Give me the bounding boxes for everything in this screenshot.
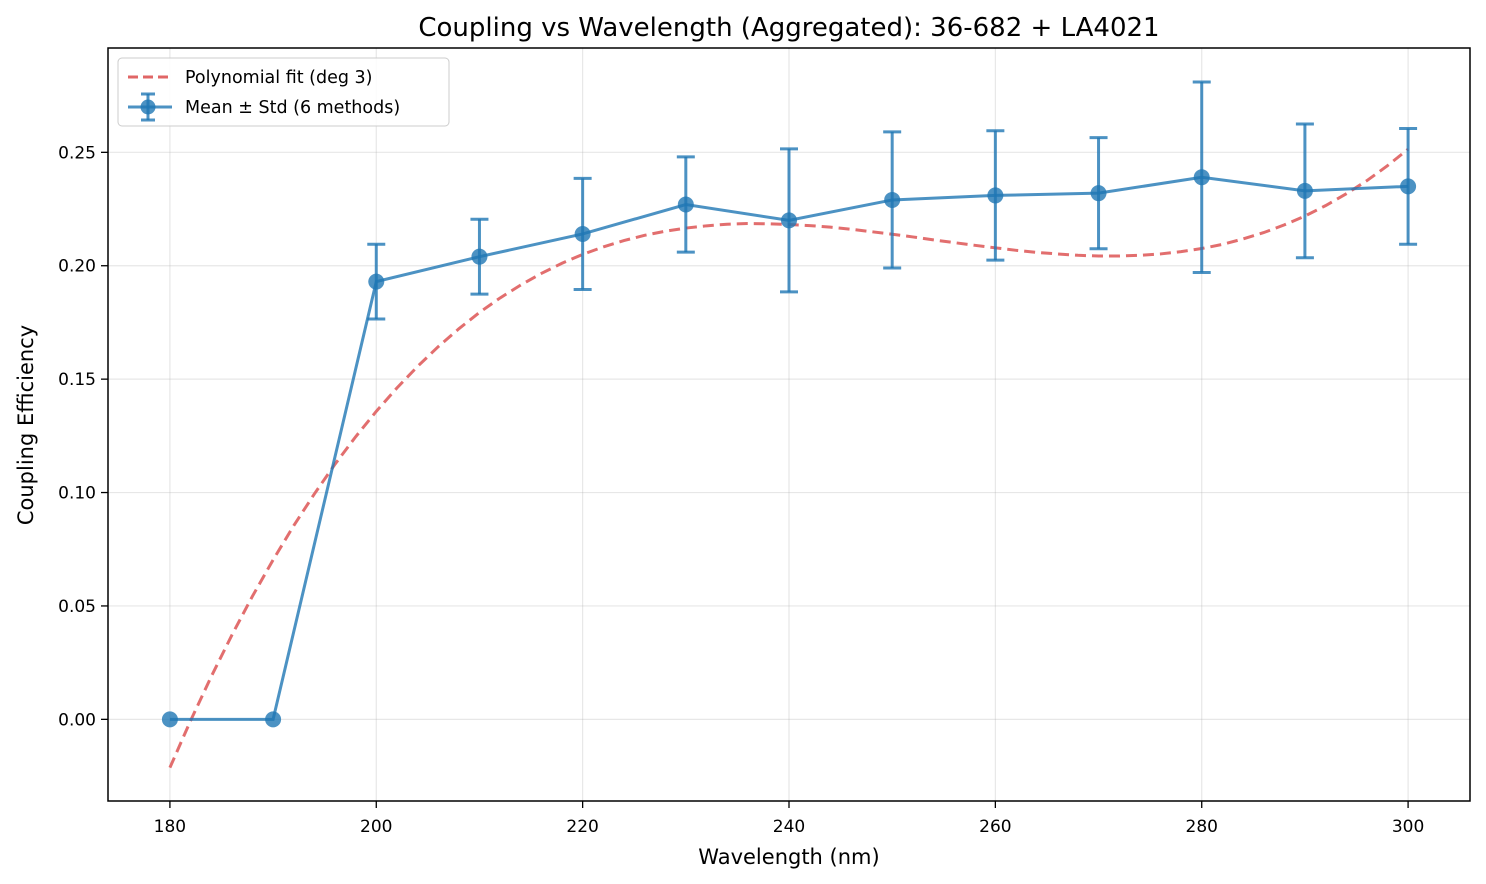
x-tick-label: 240 [773,817,805,837]
y-tick-label: 0.25 [58,143,96,163]
y-tick-label: 0.15 [58,370,96,390]
y-axis-label: Coupling Efficiency [14,325,38,525]
data-point [884,191,901,208]
data-point [1090,185,1107,202]
data-point [471,248,488,265]
legend-box [117,57,450,127]
x-tick-label: 260 [979,817,1011,837]
data-point [574,225,591,242]
axes-ticks: 180 200 220 240 260 280 300 0.00 0.05 0.10 0.15 0.2… [58,143,1424,837]
x-tick-label: 300 [1392,817,1424,837]
legend: Polynomial fit (deg 3) Mean ± Std (6 met… [117,57,450,127]
data-point [1296,182,1313,199]
data-point [1400,178,1417,195]
legend-fit-label: Polynomial fit (deg 3) [185,68,373,88]
y-tick-label: 0.00 [58,710,96,730]
mean-series [161,80,1418,728]
x-tick-label: 220 [566,817,598,837]
data-point [161,711,178,728]
data-point [1193,169,1210,186]
data-point [987,187,1004,204]
legend-mean-label: Mean ± Std (6 methods) [185,98,400,118]
y-tick-label: 0.10 [58,484,96,504]
x-tick-label: 200 [360,817,392,837]
y-tick-label: 0.20 [58,257,96,277]
x-tick-label: 280 [1186,817,1218,837]
data-point [265,711,282,728]
y-tick-label: 0.05 [58,597,96,617]
chart-title: Coupling vs Wavelength (Aggregated): 36-… [418,13,1159,43]
legend-mean-swatch [128,92,172,122]
data-point [368,273,385,290]
data-point [677,196,694,213]
x-tick-label: 180 [154,817,186,837]
x-axis-label: Wavelength (nm) [698,845,879,869]
data-point [781,212,797,229]
